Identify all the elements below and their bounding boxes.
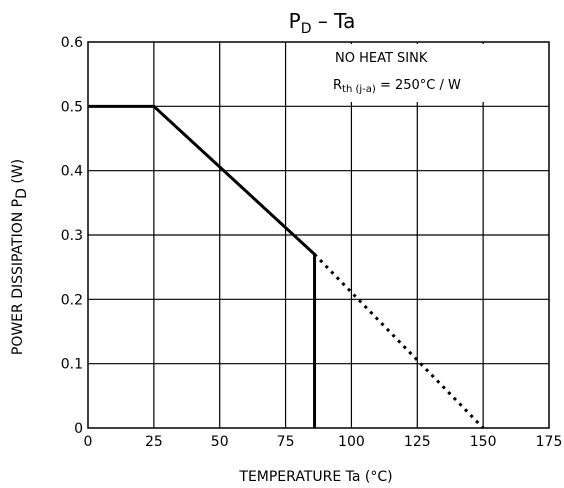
annotation-box [327,44,497,102]
annotation-thermal-resistance: Rth (j-a) = 250°C / W [333,78,461,95]
annotation-r-value: = 250°C / W [376,78,461,93]
x-tick-label-100: 100 [338,434,365,450]
grid-lines [88,42,549,428]
x-tick-label-25: 25 [145,434,163,450]
chart-title: PD – Ta [289,9,356,37]
y-axis-label-rest: (W) [10,159,26,188]
y-tick-label-0.2: 0.2 [61,292,83,308]
y-tick-label-0: 0 [74,421,83,437]
y-tick-label-0.6: 0.6 [61,35,83,51]
y-axis-label-subscript: D [14,188,30,199]
chart-title-main: P [289,9,301,33]
x-tick-label-75: 75 [277,434,295,450]
series-line-solid [88,104,317,428]
y-tick-label-0.1: 0.1 [61,357,83,373]
y-axis-ticks: 0 0.1 0.2 0.3 0.4 0.5 0.6 [61,35,83,437]
chart-title-rest: – Ta [311,9,355,33]
chart-title-subscript: D [301,21,312,37]
series-lines [88,104,485,430]
annotation-r-subscript: th (j-a) [342,84,376,95]
x-tick-label-0: 0 [84,434,93,450]
series-line-dotted [313,253,485,430]
annotation-no-heat-sink: NO HEAT SINK [335,51,428,66]
y-axis-label-main: POWER DISSIPATION P [10,199,26,355]
x-axis-label: TEMPERATURE Ta (°C) [238,469,392,485]
y-tick-label-0.4: 0.4 [61,164,83,180]
annotation-r: R [333,78,342,93]
plot-frame [87,41,550,429]
x-tick-label-50: 50 [211,434,229,450]
x-tick-label-125: 125 [404,434,431,450]
x-tick-label-150: 150 [470,434,497,450]
y-tick-label-0.5: 0.5 [61,99,83,115]
x-tick-label-175: 175 [536,434,563,450]
x-axis-ticks: 0 25 50 75 100 125 150 175 [84,434,563,450]
y-axis-label: POWER DISSIPATION PD (W) [10,159,30,355]
y-tick-label-0.3: 0.3 [61,228,83,244]
